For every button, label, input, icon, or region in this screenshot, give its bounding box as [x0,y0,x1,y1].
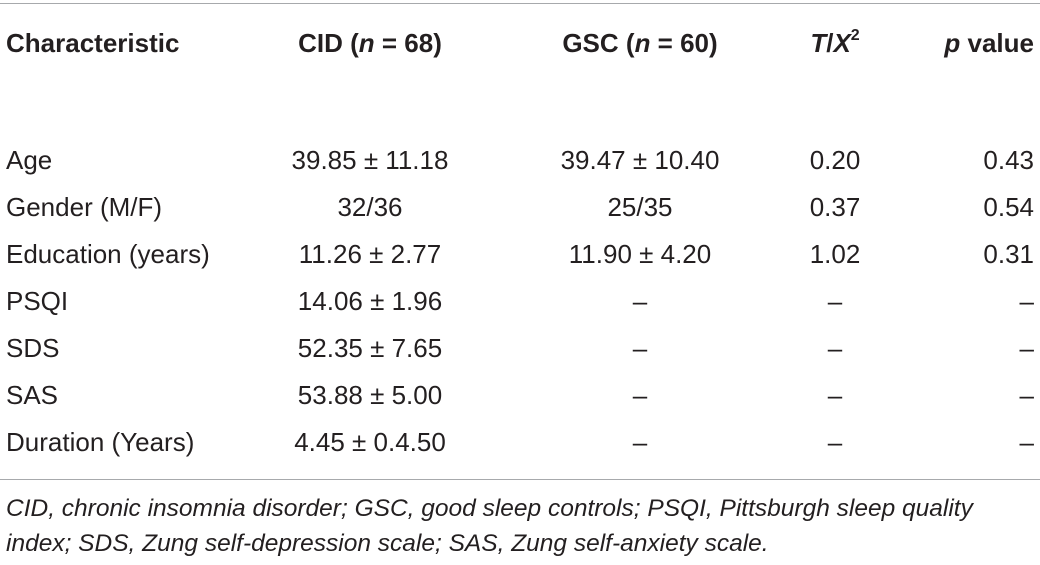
table-row: SAS 53.88 ± 5.00 – – – [0,380,1040,426]
table-top-rule [0,3,1040,4]
cell-p-value: – [1019,427,1034,457]
header-characteristic: Characteristic [6,28,180,58]
cell-characteristic: SDS [6,333,60,363]
cell-gsc: – [632,333,648,363]
cell-cid: 53.88 ± 5.00 [297,380,443,410]
header-cid: CID (n = 68) [298,28,442,58]
cell-characteristic: Education (years) [6,239,210,269]
cell-p-value: – [1019,380,1034,410]
table-bottom-rule [0,479,1040,480]
table-row: Gender (M/F) 32/36 25/35 0.37 0.54 [0,192,1040,238]
cell-characteristic: Duration (Years) [6,427,195,457]
cell-cid: 52.35 ± 7.65 [297,333,443,363]
cell-p-value: 0.54 [983,192,1034,222]
cell-p-value: – [1019,286,1034,316]
cell-characteristic: SAS [6,380,59,410]
cell-p-value: – [1019,333,1034,363]
cell-statistic: 0.20 [809,145,861,175]
cell-gsc: 39.47 ± 10.40 [560,145,720,175]
cell-gsc: – [632,427,648,457]
cell-characteristic: Gender (M/F) [6,192,163,222]
header-gsc: GSC (n = 60) [562,28,718,58]
header-p-value: p value [944,28,1034,58]
cell-cid: 32/36 [337,192,403,222]
cell-statistic: – [827,380,843,410]
header-test-statistic: T/X2 [810,27,860,59]
cell-characteristic: PSQI [6,286,69,316]
cell-characteristic: Age [6,145,53,175]
cell-statistic: – [827,286,843,316]
cell-gsc: – [632,380,648,410]
cell-gsc: – [632,286,648,316]
cell-p-value: 0.43 [983,145,1034,175]
cell-statistic: – [827,333,843,363]
table-row: PSQI 14.06 ± 1.96 – – – [0,286,1040,332]
table-row: Duration (Years) 4.45 ± 0.4.50 – – – [0,427,1040,473]
table-header-row: Characteristic CID (n = 68) GSC (n = 60)… [0,18,1040,66]
cell-statistic: 0.37 [809,192,861,222]
table-row: Age 39.85 ± 11.18 39.47 ± 10.40 0.20 0.4… [0,145,1040,191]
cell-cid: 11.26 ± 2.77 [298,239,442,269]
table-row: Education (years) 11.26 ± 2.77 11.90 ± 4… [0,239,1040,285]
cell-cid: 14.06 ± 1.96 [297,286,443,316]
cell-statistic: 1.02 [809,239,861,269]
cell-cid: 39.85 ± 11.18 [291,145,449,175]
table-row: SDS 52.35 ± 7.65 – – – [0,333,1040,379]
cell-gsc: 25/35 [607,192,673,222]
cell-gsc: 11.90 ± 4.20 [568,239,712,269]
cell-p-value: 0.31 [983,239,1034,269]
table-footnote: CID, chronic insomnia disorder; GSC, goo… [6,495,973,557]
cell-cid: 4.45 ± 0.4.50 [294,427,446,457]
cell-statistic: – [827,427,843,457]
